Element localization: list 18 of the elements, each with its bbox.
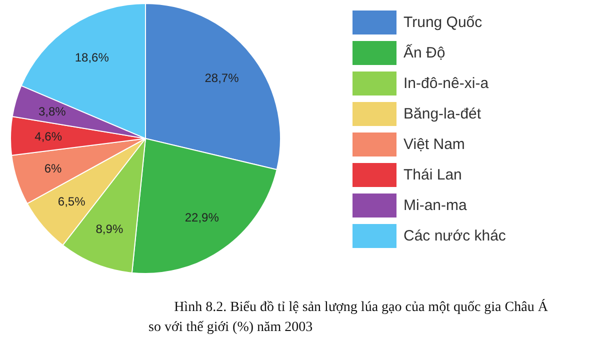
legend-label: Thái Lan — [404, 166, 462, 184]
legend-label: Trung Quốc — [404, 14, 483, 31]
data-label: 18,6% — [74, 50, 110, 64]
text: so với thế giới (%) năm 2003 — [148, 320, 313, 335]
data-label: 6% — [44, 162, 62, 176]
data-label: 4,6% — [34, 130, 62, 144]
legend-label: Các nước khác — [404, 228, 506, 244]
data-label: 8,9% — [96, 222, 124, 236]
legend-label: Ấn Độ — [404, 44, 446, 62]
legend-label: In-đô-nê-xi-a — [404, 75, 490, 92]
data-label: 28,7% — [204, 71, 240, 86]
legend-label: Việt Nam — [404, 136, 465, 153]
data-label: 22,9% — [184, 210, 220, 225]
text: Hình 8.2. Biểu đồ tỉ lệ sản lượng lúa gạo của một quốc gia Châu Á — [174, 298, 549, 315]
legend-label: Băng-la-đét — [404, 106, 482, 122]
data-label: 3,8% — [38, 104, 66, 118]
legend-label: Mi-an-ma — [404, 197, 468, 214]
data-label: 6,5% — [58, 194, 86, 209]
